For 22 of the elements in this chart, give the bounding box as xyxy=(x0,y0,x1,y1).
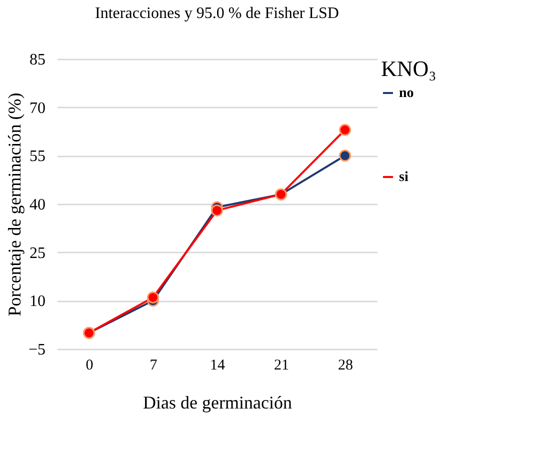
y-tick-label: 70 xyxy=(30,100,46,117)
y-tick-label: 85 xyxy=(30,52,46,68)
y-tick-label: −5 xyxy=(28,342,46,358)
x-tick-label: 14 xyxy=(210,358,226,374)
x-tick-label: 0 xyxy=(86,358,94,374)
y-tick-label: 55 xyxy=(30,148,46,166)
y-axis-title: Porcentaje de germinación (%) xyxy=(4,92,24,316)
point xyxy=(339,124,351,136)
point xyxy=(211,204,223,216)
y-tick-label: 40 xyxy=(30,196,46,214)
point xyxy=(339,150,351,162)
legend-label: no xyxy=(399,86,414,101)
legend-label: si xyxy=(399,170,408,185)
y-tick-label: 10 xyxy=(30,293,46,310)
x-tick-label: 28 xyxy=(338,358,353,374)
x-axis-title: Dias de germinación xyxy=(143,392,292,412)
y-tick-label: 25 xyxy=(30,244,46,262)
chart-title: Interacciones y 95.0 % de Fisher LSD xyxy=(95,5,339,22)
x-tick-label: 7 xyxy=(150,358,158,374)
legend-title: KNO₃ xyxy=(381,56,436,81)
point xyxy=(147,291,159,304)
x-tick-label: 21 xyxy=(274,358,289,374)
